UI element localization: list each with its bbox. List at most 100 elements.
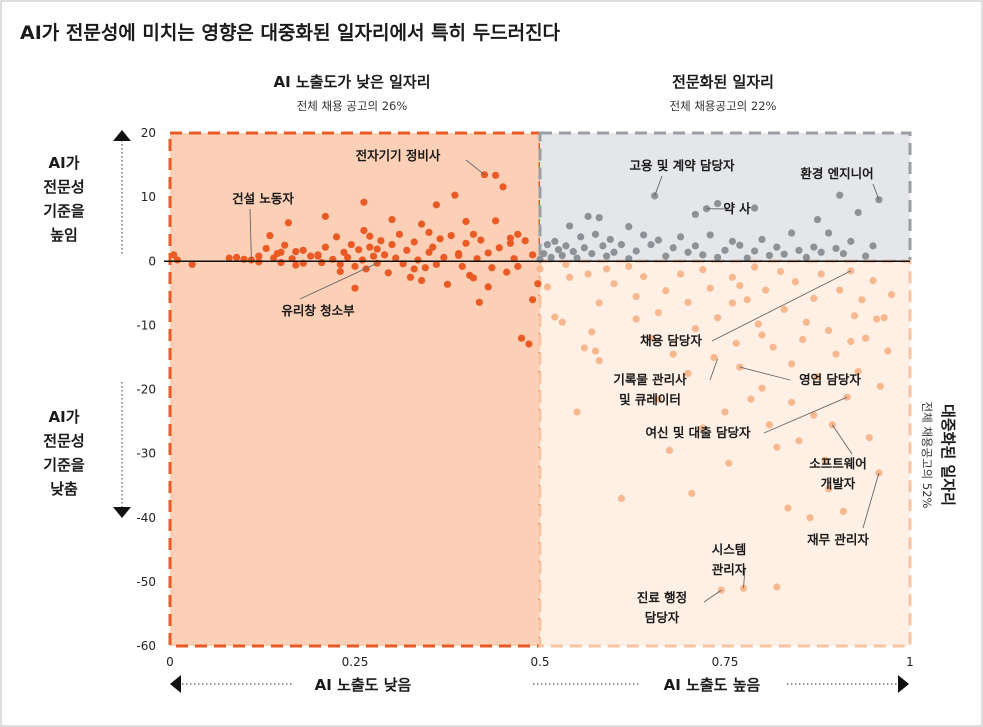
annotation-leader-line (831, 424, 853, 455)
point-low-exposure (403, 246, 411, 254)
annotation-leader-line (709, 358, 719, 381)
point-specialized (817, 248, 825, 256)
point-low-exposure (392, 254, 400, 262)
point-specialized (832, 244, 840, 253)
point-specialized (540, 249, 548, 258)
point-specialized (547, 253, 555, 262)
point-low-exposure (514, 262, 522, 270)
y-label-raise-line: AI가 (49, 154, 80, 172)
chart-title: AI가 전문성에 미치는 영향은 대중화된 일자리에서 특히 두드러진다 (20, 22, 561, 44)
point-popularized (728, 299, 737, 307)
point-specialized (691, 210, 700, 219)
point-popularized (677, 270, 685, 278)
point-popularized (850, 312, 859, 320)
point-specialized (580, 244, 589, 252)
y-label-raise-line: 기준을 (43, 202, 85, 220)
point-low-exposure (475, 298, 483, 306)
point-low-exposure (225, 254, 233, 262)
point-popularized (758, 331, 766, 339)
point-popularized (836, 286, 844, 294)
point-popularized (669, 350, 677, 358)
point-popularized (780, 305, 788, 313)
point-low-exposure (418, 276, 426, 285)
point-low-exposure (314, 252, 322, 260)
x-tick-label: 0.5 (530, 655, 549, 669)
quadrant-low-subtitle: 전체 채용 공고의 26% (297, 99, 408, 113)
point-low-exposure (366, 232, 374, 240)
y-label-raise-line: 높임 (50, 226, 78, 244)
point-popularized (736, 282, 744, 290)
point-popularized (743, 296, 751, 304)
point-popularized (862, 334, 870, 342)
point-popularized (728, 273, 737, 281)
annotation-label: 진료 행정 (637, 590, 687, 605)
point-low-exposure (455, 251, 463, 260)
point-low-exposure (292, 261, 300, 269)
x-tick-label: 1 (906, 655, 914, 669)
point-specialized (558, 251, 566, 260)
point-low-exposure (414, 256, 422, 264)
point-specialized (847, 237, 855, 245)
point-popularized (758, 384, 766, 392)
point-low-exposure (277, 258, 285, 267)
point-low-exposure (406, 273, 415, 281)
point-popularized (610, 280, 618, 288)
annotation-label: 유리창 청소부 (281, 303, 355, 318)
point-specialized (654, 236, 663, 244)
annotation-label: 소프트웨어 (809, 456, 867, 471)
point-popularized (773, 583, 781, 591)
point-low-exposure (292, 248, 300, 256)
point-low-exposure (340, 248, 348, 256)
point-low-exposure (506, 239, 514, 247)
point-specialized (728, 237, 737, 245)
point-popularized (536, 265, 544, 273)
point-low-exposure (418, 220, 426, 228)
point-low-exposure (469, 230, 477, 238)
point-popularized (665, 446, 674, 455)
point-low-exposure (281, 241, 289, 249)
point-popularized (884, 347, 892, 355)
point-popularized (847, 267, 855, 275)
point-specialized (721, 246, 729, 254)
annotation-label: 재무 관리자 (807, 532, 869, 547)
quadrant-specialized-subtitle: 전체 채용공고의 22% (670, 99, 777, 113)
point-specialized (640, 231, 648, 239)
point-popularized (887, 290, 896, 299)
point-specialized (765, 251, 774, 260)
point-low-exposure (521, 237, 529, 245)
point-specialized (751, 247, 759, 255)
point-popularized (691, 324, 700, 333)
point-low-exposure (421, 264, 429, 272)
point-popularized (880, 314, 888, 322)
x-arrow-left-icon (170, 675, 181, 693)
annotation-label: 전자기기 정비사 (356, 148, 441, 163)
point-low-exposure (503, 268, 511, 276)
point-popularized (769, 343, 777, 351)
y-label-raise-line: 전문성 (43, 178, 84, 196)
annotation-leader-line (763, 396, 848, 434)
point-popularized (810, 294, 818, 303)
point-low-exposure (369, 252, 378, 260)
point-specialized (802, 253, 811, 262)
point-low-exposure (384, 269, 392, 277)
point-popularized (802, 318, 811, 326)
point-low-exposure (381, 251, 389, 259)
point-specialized (758, 235, 766, 244)
point-low-exposure (344, 253, 352, 262)
point-popularized (632, 315, 640, 323)
point-low-exposure (477, 236, 485, 244)
y-label-lower-line: 전문성 (43, 432, 84, 450)
point-low-exposure (432, 201, 440, 209)
point-popularized (551, 313, 559, 321)
y-label-lower-line: 낮춤 (50, 480, 78, 498)
point-low-exposure (377, 237, 385, 245)
point-low-exposure (451, 191, 459, 199)
point-popularized (754, 320, 762, 328)
point-popularized (573, 408, 581, 416)
point-low-exposure (514, 230, 522, 238)
point-specialized (825, 229, 833, 237)
point-specialized (573, 254, 581, 262)
point-popularized (773, 443, 781, 451)
point-specialized (743, 254, 751, 262)
quadrant-popularized (538, 259, 912, 648)
